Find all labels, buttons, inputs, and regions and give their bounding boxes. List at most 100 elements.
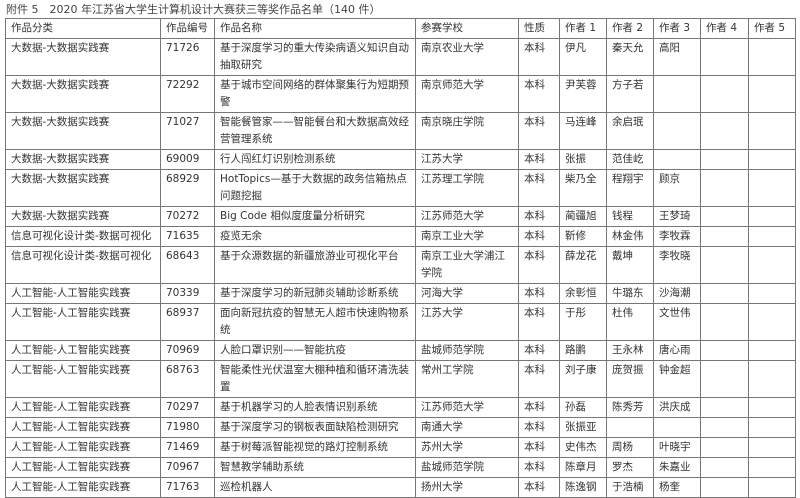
cell-author-2: 罗杰: [606, 457, 654, 478]
cell-author-3: 朱嘉业: [653, 457, 701, 478]
cell-author-3: 洪庆成: [653, 397, 701, 418]
header-author-1: 作者 1: [559, 18, 607, 39]
cell-author-3: 钟金超: [653, 360, 701, 398]
cell-category: 大数据-大数据实践赛: [5, 112, 161, 150]
cell-author-4: [700, 360, 749, 398]
table-row: 信息可视化设计类-数据可视化 71635 疫览无余 南京工业大学 本科 靳修 林金伟 李牧霖: [5, 226, 796, 247]
cell-author-1: 路鹏: [559, 340, 607, 361]
cell-author-5: [748, 38, 796, 76]
cell-author-1: 尹芙蓉: [559, 75, 607, 113]
cell-author-5: [748, 206, 796, 227]
cell-author-4: [700, 75, 749, 113]
cell-type: 本科: [518, 397, 560, 418]
cell-author-4: [700, 149, 749, 170]
cell-type: 本科: [518, 457, 560, 478]
cell-work-name: 基于机器学习的人脸表情识别系统: [214, 397, 416, 418]
cell-type: 本科: [518, 417, 560, 438]
cell-author-5: [748, 75, 796, 113]
awards-table: 作品分类 作品编号 作品名称 参赛学校 性质 作者 1 作者 2 作者 3 作者 4 作者 5 大数…: [5, 18, 796, 498]
cell-author-1: 马连峰: [559, 112, 607, 150]
cell-school: 江苏大学: [415, 303, 519, 341]
cell-author-5: [748, 340, 796, 361]
cell-author-2: 戴坤: [606, 246, 654, 284]
cell-id: 70272: [160, 206, 215, 227]
cell-author-5: [748, 437, 796, 458]
cell-school: 南京工业大学: [415, 226, 519, 247]
header-author-5: 作者 5: [748, 18, 796, 39]
table-row: 人工智能-人工智能实践赛 70297 基于机器学习的人脸表情识别系统 江苏师范大学 本科…: [5, 397, 796, 418]
cell-school: 河海大学: [415, 283, 519, 304]
cell-school: 苏州大学: [415, 437, 519, 458]
cell-category: 人工智能-人工智能实践赛: [5, 477, 161, 498]
cell-school: 江苏大学: [415, 149, 519, 170]
cell-author-3: [653, 75, 701, 113]
cell-author-4: [700, 38, 749, 76]
cell-category: 人工智能-人工智能实践赛: [5, 283, 161, 304]
cell-author-5: [748, 303, 796, 341]
cell-id: 68929: [160, 169, 215, 207]
cell-author-1: 蔺疆旭: [559, 206, 607, 227]
cell-category: 大数据-大数据实践赛: [5, 149, 161, 170]
cell-author-4: [700, 169, 749, 207]
cell-type: 本科: [518, 283, 560, 304]
cell-author-5: [748, 417, 796, 438]
cell-author-2: 林金伟: [606, 226, 654, 247]
cell-work-name: 基于深度学习的重大传染病语义知识自动抽取研究: [214, 38, 416, 76]
cell-author-1: 于彤: [559, 303, 607, 341]
cell-author-5: [748, 226, 796, 247]
table-row: 人工智能-人工智能实践赛 68763 智能柔性光伏温室大棚种植和循环清洗装置 常州工学…: [5, 360, 796, 398]
cell-author-3: 李牧霖: [653, 226, 701, 247]
cell-author-5: [748, 457, 796, 478]
cell-id: 71763: [160, 477, 215, 498]
cell-author-4: [700, 206, 749, 227]
cell-category: 信息可视化设计类-数据可视化: [5, 226, 161, 247]
cell-author-4: [700, 397, 749, 418]
document-title: 附件 5 2020 年江苏省大学生计算机设计大赛获三等奖作品名单（140 件）: [6, 3, 381, 16]
cell-school: 扬州大学: [415, 477, 519, 498]
cell-id: 70297: [160, 397, 215, 418]
cell-author-1: 柴乃全: [559, 169, 607, 207]
cell-author-2: 秦天允: [606, 38, 654, 76]
cell-type: 本科: [518, 303, 560, 341]
header-author-3: 作者 3: [653, 18, 701, 39]
cell-school: 南京晓庄学院: [415, 112, 519, 150]
cell-author-3: 王梦琦: [653, 206, 701, 227]
cell-work-name: 基于城市空间网络的群体聚集行为短期预警: [214, 75, 416, 113]
cell-id: 71635: [160, 226, 215, 247]
cell-id: 71027: [160, 112, 215, 150]
cell-author-4: [700, 340, 749, 361]
cell-author-1: 薛龙花: [559, 246, 607, 284]
cell-type: 本科: [518, 149, 560, 170]
cell-author-5: [748, 477, 796, 498]
cell-category: 大数据-大数据实践赛: [5, 38, 161, 76]
header-row: 作品分类 作品编号 作品名称 参赛学校 性质 作者 1 作者 2 作者 3 作者 4 作者 5: [5, 18, 796, 39]
cell-author-4: [700, 283, 749, 304]
cell-author-1: 陈逸钢: [559, 477, 607, 498]
cell-work-name: HotTopics—基于大数据的政务信箱热点问题挖掘: [214, 169, 416, 207]
cell-author-5: [748, 360, 796, 398]
table-row: 人工智能-人工智能实践赛 70969 人脸口罩识别——智能抗疫 盐城师范学院 本科 路鹏王…: [5, 340, 796, 361]
header-author-4: 作者 4: [700, 18, 749, 39]
cell-author-2: 钱程: [606, 206, 654, 227]
cell-author-3: 沙海潮: [653, 283, 701, 304]
cell-id: 68643: [160, 246, 215, 284]
cell-author-3: [653, 149, 701, 170]
table-row: 大数据-大数据实践赛 68929 HotTopics—基于大数据的政务信箱热点问题挖…: [5, 169, 796, 207]
cell-author-4: [700, 437, 749, 458]
cell-author-3: 高阳: [653, 38, 701, 76]
cell-id: 72292: [160, 75, 215, 113]
cell-work-name: 人脸口罩识别——智能抗疫: [214, 340, 416, 361]
cell-author-3: 顾京: [653, 169, 701, 207]
cell-category: 大数据-大数据实践赛: [5, 169, 161, 207]
cell-work-name: 智能餐管家——智能餐台和大数据高效经营管理系统: [214, 112, 416, 150]
cell-author-3: [653, 112, 701, 150]
table-row: 大数据-大数据实践赛 72292 基于城市空间网络的群体聚集行为短期预警 南京师范大学…: [5, 75, 796, 113]
header-type: 性质: [518, 18, 560, 39]
cell-author-2: 牛璐东: [606, 283, 654, 304]
cell-school: 盐城师范学院: [415, 457, 519, 478]
cell-id: 70969: [160, 340, 215, 361]
table-row: 人工智能-人工智能实践赛 70967 智慧教学辅助系统 盐城师范学院 本科 陈章月 罗杰 朱嘉…: [5, 457, 796, 478]
table-row: 大数据-大数据实践赛 71726 基于深度学习的重大传染病语义知识自动抽取研究 南京农…: [5, 38, 796, 76]
cell-work-name: 基于深度学习的钢板表面缺陷检测研究: [214, 417, 416, 438]
cell-type: 本科: [518, 477, 560, 498]
